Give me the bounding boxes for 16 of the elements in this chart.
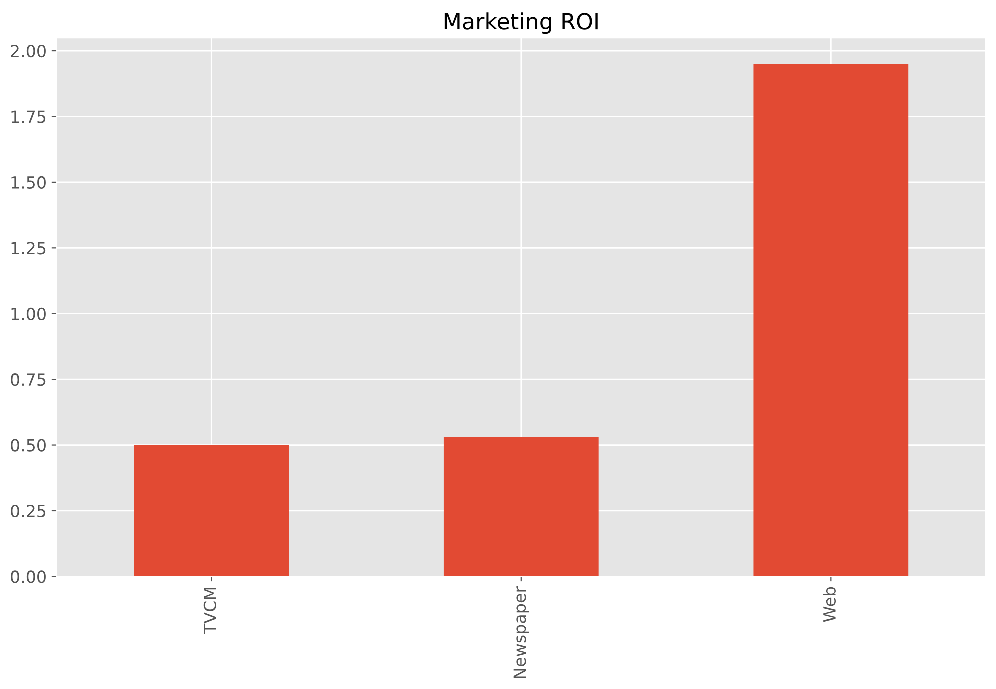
y-tick-label: 0.00 <box>11 570 46 584</box>
x-tick-label: Newspaper <box>514 586 530 678</box>
x-tick-label: TVCM <box>204 588 216 634</box>
y-tick-label: 0.50 <box>11 439 46 452</box>
bar <box>754 64 909 577</box>
y-tick-label: 0.75 <box>11 374 46 386</box>
y-tick-label: 0.25 <box>11 504 46 518</box>
y-tick-label: 1.50 <box>12 176 46 190</box>
bar <box>134 445 290 577</box>
y-tick-label: 1.25 <box>12 242 46 255</box>
chart-title: Marketing ROI <box>444 12 598 34</box>
bar <box>444 437 599 577</box>
y-tick-label: 1.75 <box>12 110 46 124</box>
y-tick-label: 1.00 <box>12 308 46 320</box>
y-tick-label: 2.00 <box>11 45 46 58</box>
x-tick-label: Web <box>823 587 836 622</box>
